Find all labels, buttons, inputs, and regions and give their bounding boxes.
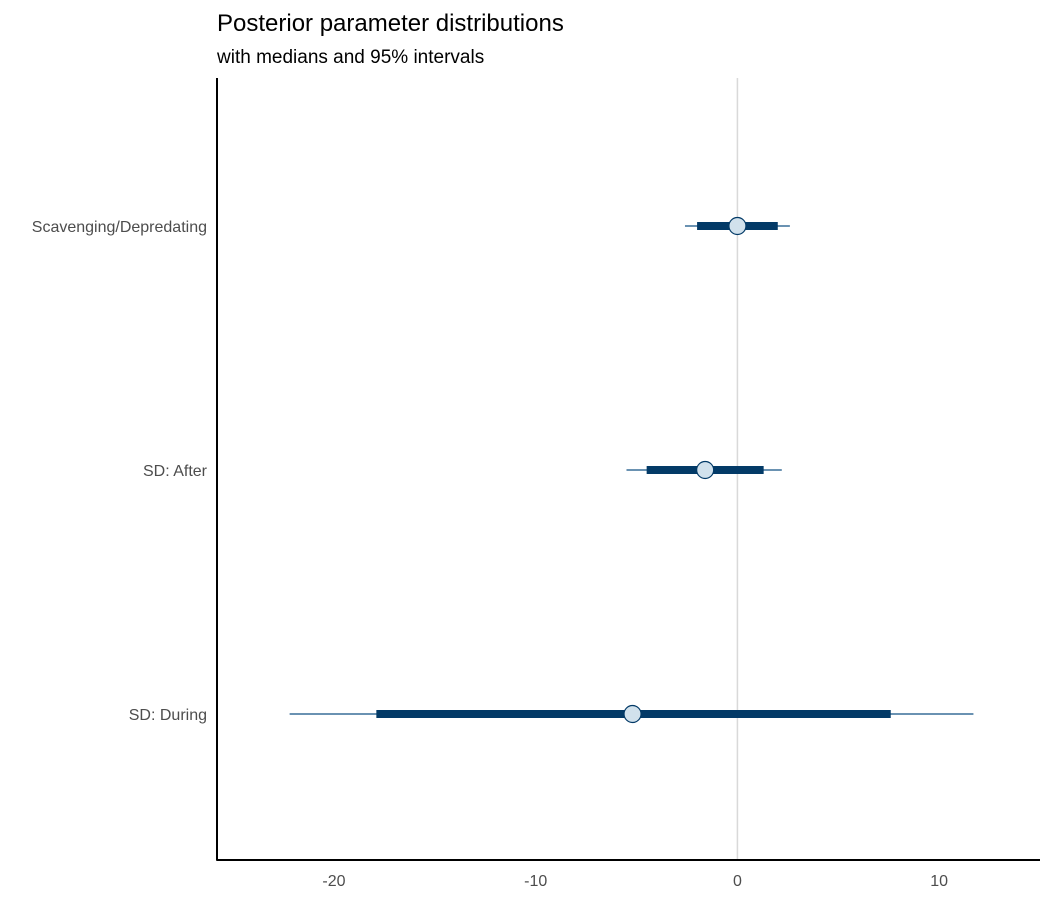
x-tick-label: -10	[524, 873, 547, 890]
median-point	[623, 704, 642, 724]
x-tick-label: 0	[733, 873, 742, 890]
y-tick-label: SD: After	[143, 463, 208, 480]
x-tick-label: -20	[322, 873, 345, 890]
plot-area: -20 -10 0 10 Scavenging/Depredating SD: After…	[32, 78, 1040, 890]
y-tick-label: Scavenging/Depredating	[32, 219, 207, 236]
x-tick-label: 10	[930, 873, 948, 890]
median-point	[728, 216, 747, 236]
y-tick-label: SD: During	[129, 707, 207, 724]
chart-title: Posterior parameter distributions	[217, 10, 564, 37]
chart-subtitle: with medians and 95% intervals	[216, 47, 484, 68]
median-point	[696, 460, 715, 480]
